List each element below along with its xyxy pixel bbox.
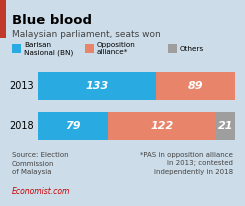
Bar [216, 112, 235, 140]
Text: *PAS in opposition alliance
in 2013; contested
independently in 2018: *PAS in opposition alliance in 2013; con… [140, 152, 233, 175]
Text: 79: 79 [65, 121, 81, 131]
Bar [0, 0, 6, 38]
Bar [85, 44, 94, 53]
Text: 133: 133 [86, 81, 109, 91]
Bar [12, 44, 21, 53]
Bar [108, 112, 216, 140]
Text: Others: Others [180, 46, 204, 52]
Text: Blue blood: Blue blood [12, 14, 92, 27]
Bar [38, 112, 108, 140]
Text: 89: 89 [188, 81, 203, 91]
Bar [156, 72, 235, 100]
Bar [168, 44, 177, 53]
Text: 2013: 2013 [9, 81, 34, 91]
Text: 21: 21 [218, 121, 233, 131]
Text: Source: Election
Commission
of Malaysia: Source: Election Commission of Malaysia [12, 152, 69, 175]
Text: 2018: 2018 [9, 121, 34, 131]
Text: Barisan
Nasional (BN): Barisan Nasional (BN) [24, 41, 73, 55]
Text: Malaysian parliament, seats won: Malaysian parliament, seats won [12, 30, 161, 39]
Text: 122: 122 [151, 121, 174, 131]
Bar [38, 72, 156, 100]
Text: Opposition
alliance*: Opposition alliance* [97, 42, 136, 55]
Text: Economist.com: Economist.com [12, 187, 70, 196]
